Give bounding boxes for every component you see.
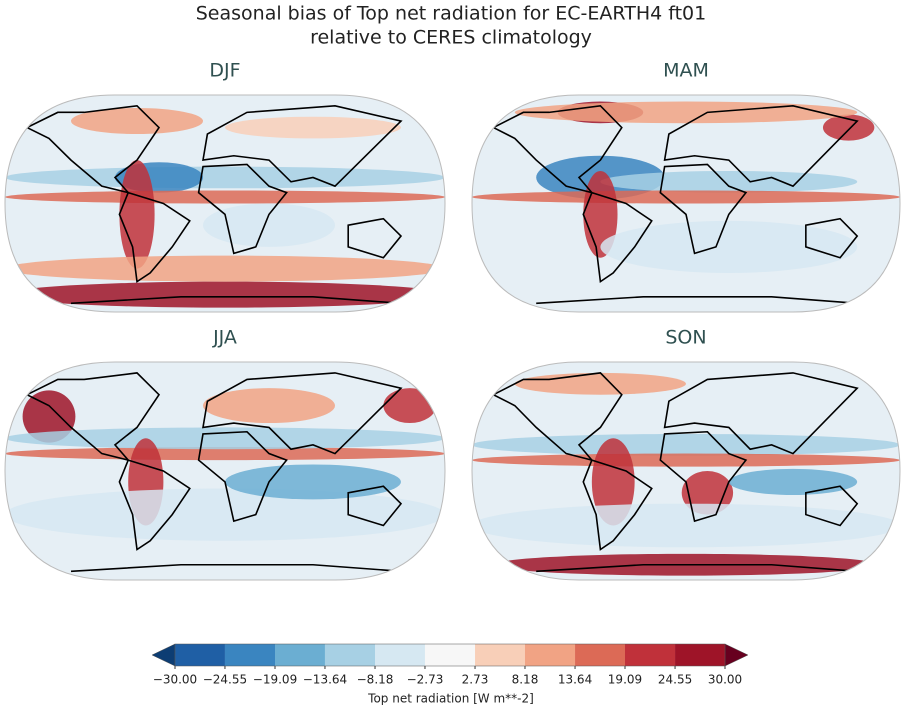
colorbar-bin xyxy=(175,644,225,666)
colorbar-bin xyxy=(624,644,676,666)
colorbar-tick-label: −24.55 xyxy=(203,673,247,687)
field-blob xyxy=(472,433,900,456)
colorbar-tick-label: −8.18 xyxy=(357,673,394,687)
field-blob xyxy=(5,190,445,204)
colorbar-bin xyxy=(275,644,325,666)
map-field xyxy=(472,95,900,312)
field-blob xyxy=(472,190,900,204)
map-field xyxy=(5,362,445,580)
field-blob xyxy=(472,453,900,467)
colorbar-bin xyxy=(424,644,476,666)
coastline xyxy=(582,191,653,284)
colorbar-tick-label: −19.09 xyxy=(253,673,297,687)
panel-title: DJF xyxy=(209,60,240,82)
field-blob xyxy=(600,170,858,193)
colorbar-under xyxy=(151,643,176,667)
field-blob xyxy=(5,427,445,450)
coastline xyxy=(118,191,191,283)
colorbar-bin xyxy=(375,644,425,666)
map-panel: SON xyxy=(471,327,901,581)
coastline xyxy=(491,372,623,462)
field-blob xyxy=(383,388,437,424)
panel-title: SON xyxy=(665,327,706,349)
field-blob xyxy=(5,166,445,189)
panel-title: JJA xyxy=(212,327,237,349)
colorbar-over xyxy=(724,643,749,667)
colorbar-tick-label: 19.09 xyxy=(608,673,642,687)
field-blob xyxy=(203,388,335,424)
coastline xyxy=(118,459,191,551)
map-field xyxy=(472,362,900,580)
field-blob xyxy=(225,464,401,500)
field-blob xyxy=(600,220,858,273)
coastline xyxy=(70,563,402,573)
map-border xyxy=(4,361,446,581)
field-blob xyxy=(22,390,76,443)
colorbar-bin xyxy=(575,644,625,666)
coastline xyxy=(805,217,859,259)
coastline xyxy=(663,372,859,455)
map-panel: JJA xyxy=(4,327,446,581)
colorbar-label: Top net radiation [W m**-2] xyxy=(367,692,534,706)
colorbar-bin xyxy=(524,644,576,666)
colorbar-bin xyxy=(324,644,376,666)
coastline xyxy=(202,105,403,188)
field-blob xyxy=(472,503,900,548)
title-line: Seasonal bias of Top net radiation for E… xyxy=(196,3,707,25)
coastline xyxy=(25,372,161,462)
map-border xyxy=(471,361,901,581)
field-blob xyxy=(514,372,687,395)
field-blob xyxy=(71,108,203,135)
field-blob xyxy=(514,101,858,124)
coastline xyxy=(197,163,288,255)
field-blob xyxy=(119,160,155,269)
colorbar-tick-label: −13.64 xyxy=(303,673,347,687)
field-blob xyxy=(728,468,858,495)
coastline xyxy=(582,459,653,551)
coastline xyxy=(347,485,403,527)
map-field xyxy=(5,95,445,312)
coastline xyxy=(536,563,858,573)
coastline xyxy=(202,372,403,455)
colorbar-tick-label: −2.73 xyxy=(407,673,444,687)
map-panel: MAM xyxy=(471,60,901,313)
field-blob xyxy=(203,203,335,247)
coastline xyxy=(536,296,858,305)
colorbar-bin xyxy=(475,644,525,666)
coastline xyxy=(663,105,859,188)
colorbar-tick-label: 30.00 xyxy=(708,673,742,687)
coastline xyxy=(25,105,161,195)
colorbar-tick-label: 13.64 xyxy=(558,673,592,687)
field-blob xyxy=(5,281,445,308)
field-blob xyxy=(591,438,635,526)
map-border xyxy=(471,94,901,313)
coastline xyxy=(197,430,288,523)
field-blob xyxy=(5,255,445,282)
colorbar-bin xyxy=(675,644,725,666)
colorbar-tick-label: −30.00 xyxy=(153,673,197,687)
field-blob xyxy=(225,116,401,139)
panel-title: MAM xyxy=(663,60,709,82)
field-blob xyxy=(5,488,445,541)
coastline xyxy=(70,296,402,305)
coastline xyxy=(347,217,403,259)
map-panel: DJF xyxy=(4,60,446,313)
title-line: relative to CERES climatology xyxy=(310,27,592,49)
coastline xyxy=(491,105,623,195)
colorbar-tick-label: 8.18 xyxy=(512,673,539,687)
coastline xyxy=(659,163,748,255)
coastline xyxy=(659,430,748,523)
coastline xyxy=(805,485,859,527)
field-blob xyxy=(822,114,875,141)
colorbar-tick-label: 24.55 xyxy=(658,673,692,687)
colorbar-bin xyxy=(224,644,276,666)
colorbar-tick-label: 2.73 xyxy=(462,673,489,687)
colorbar-frame xyxy=(174,643,726,667)
map-border xyxy=(4,94,446,313)
